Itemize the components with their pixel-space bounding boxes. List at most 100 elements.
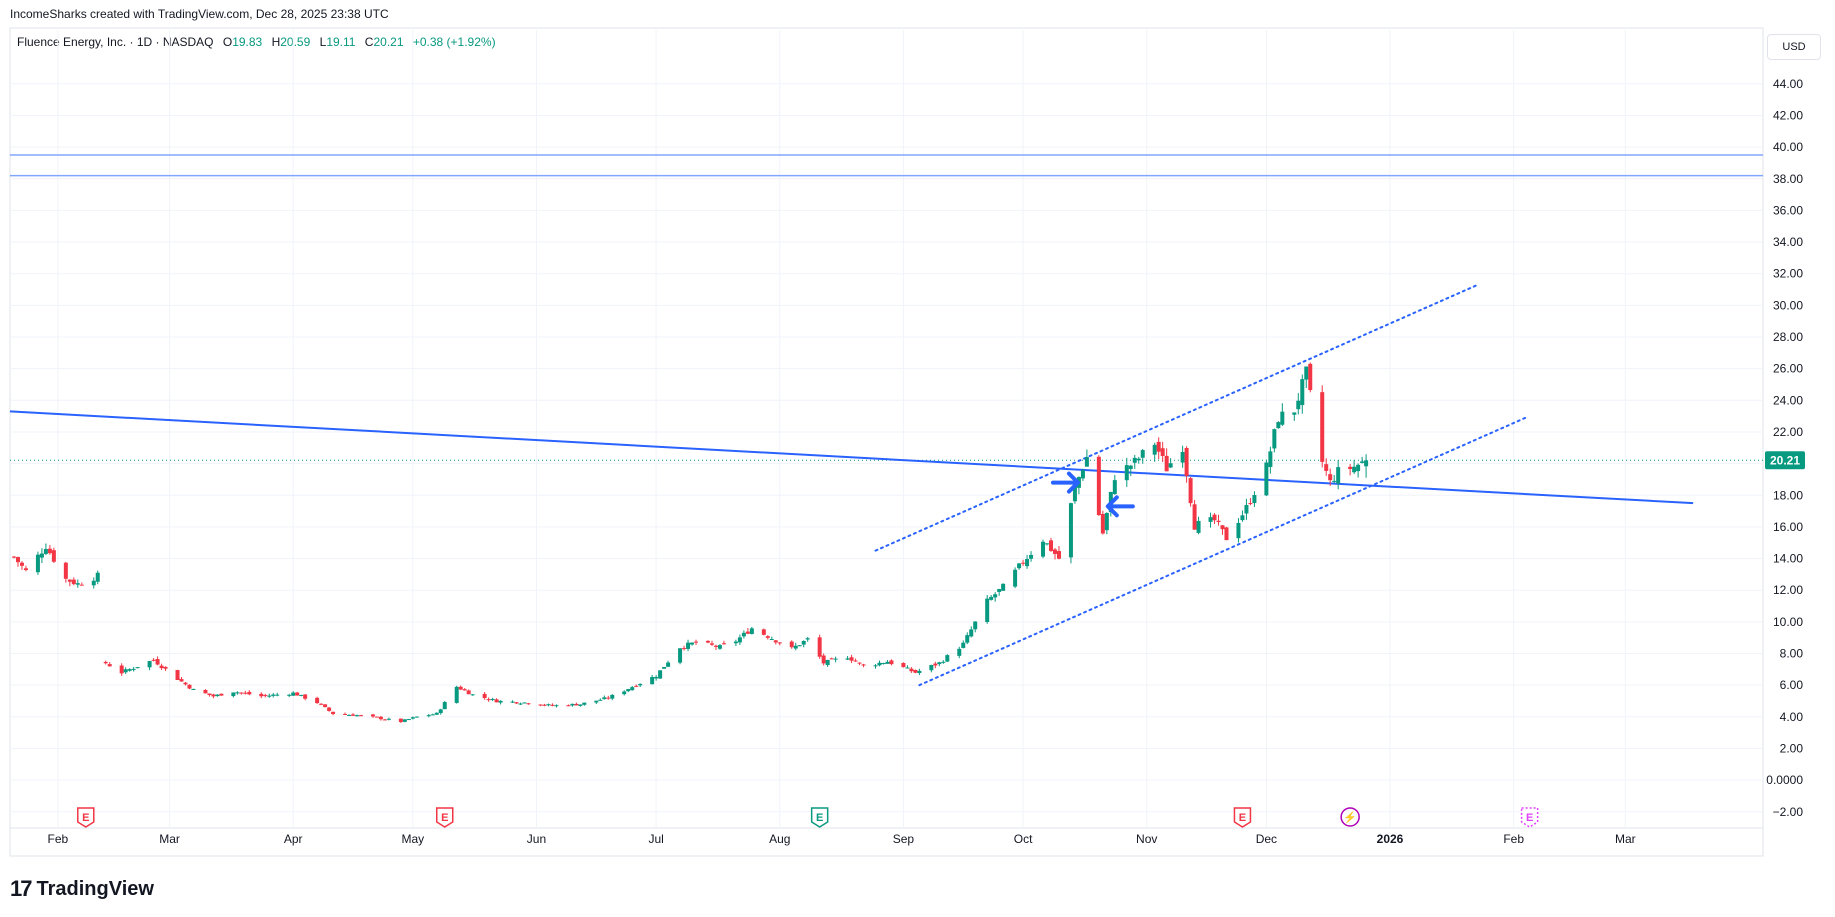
candle-body bbox=[717, 645, 722, 649]
candle-body bbox=[690, 642, 695, 645]
event-marker-split-dividend[interactable]: ⚡ bbox=[1340, 807, 1360, 827]
candle bbox=[606, 695, 611, 700]
candle-body bbox=[259, 693, 264, 697]
candle-body bbox=[131, 668, 136, 670]
candle bbox=[494, 698, 499, 703]
candle-body bbox=[737, 637, 742, 643]
price-tick-label: 22.00 bbox=[1773, 425, 1803, 439]
arrow-annotations bbox=[1050, 471, 1135, 518]
candle bbox=[191, 688, 196, 690]
candle bbox=[466, 689, 471, 695]
candle-body bbox=[777, 642, 782, 644]
candle bbox=[741, 630, 746, 639]
candle bbox=[1112, 474, 1117, 495]
candle bbox=[857, 662, 862, 666]
price-tick-label: 0.0000 bbox=[1766, 773, 1803, 787]
event-marker-earnings-future[interactable]: E bbox=[1520, 807, 1539, 828]
currency-button[interactable]: USD bbox=[1767, 34, 1821, 60]
candle bbox=[1056, 546, 1061, 560]
candle-body bbox=[15, 557, 20, 563]
price-tick-label: 42.00 bbox=[1773, 108, 1803, 122]
candle bbox=[323, 704, 328, 708]
last-price-tag-text: 20.21 bbox=[1770, 453, 1800, 467]
candle bbox=[849, 654, 854, 664]
candle bbox=[1212, 513, 1217, 525]
candle-body bbox=[1104, 512, 1109, 531]
candle-body bbox=[1332, 480, 1337, 482]
candle bbox=[518, 702, 523, 705]
candle-body bbox=[686, 642, 691, 649]
event-marker-earnings[interactable]: E bbox=[77, 807, 95, 828]
resistance-trendline bbox=[9, 410, 1694, 505]
candle bbox=[829, 657, 834, 660]
candle bbox=[47, 544, 52, 555]
event-marker-earnings[interactable]: E bbox=[1233, 807, 1252, 828]
candle-body bbox=[355, 715, 359, 717]
candle-body bbox=[1156, 441, 1161, 452]
last-price-tag: 20.21 bbox=[1765, 451, 1805, 470]
candle bbox=[458, 685, 463, 691]
candle bbox=[721, 640, 726, 645]
candle bbox=[582, 702, 587, 706]
candle-body bbox=[594, 700, 599, 703]
candle bbox=[737, 634, 742, 646]
candle bbox=[295, 691, 300, 696]
candle bbox=[1268, 446, 1273, 474]
candle-body bbox=[929, 664, 934, 671]
candle-body bbox=[91, 580, 96, 586]
candle-body bbox=[71, 579, 76, 585]
candle bbox=[1100, 510, 1105, 535]
candle bbox=[1320, 385, 1325, 468]
price-tick-label: 44.00 bbox=[1773, 77, 1803, 91]
candle bbox=[997, 588, 1002, 596]
price-tick-label: 32.00 bbox=[1773, 267, 1803, 281]
candle-body bbox=[315, 697, 320, 704]
candle-body bbox=[554, 705, 559, 707]
candle-body bbox=[151, 659, 156, 661]
price-tick-label: 4.00 bbox=[1780, 710, 1804, 724]
candle-body bbox=[1348, 466, 1353, 470]
candle-body bbox=[358, 715, 363, 717]
candle-body bbox=[845, 658, 850, 660]
candle bbox=[1240, 510, 1245, 522]
candle-body bbox=[833, 658, 838, 660]
candle-body bbox=[470, 694, 475, 696]
symbol-name[interactable]: Fluence Energy, Inc. · 1D · NASDAQ bbox=[17, 35, 214, 49]
candle-body bbox=[1304, 366, 1309, 380]
event-marker-shape bbox=[810, 807, 829, 828]
candle bbox=[351, 713, 356, 716]
candle-body bbox=[1072, 485, 1077, 502]
event-marker-earnings[interactable]: E bbox=[435, 807, 454, 828]
candle bbox=[554, 704, 559, 708]
candles bbox=[11, 362, 1369, 724]
event-marker-earnings-upcoming[interactable]: E bbox=[810, 807, 829, 828]
candle-body bbox=[1013, 569, 1018, 587]
tradingview-logo[interactable]: 17 TradingView bbox=[10, 876, 154, 902]
candle bbox=[303, 694, 308, 701]
candle bbox=[845, 655, 850, 661]
candle bbox=[1324, 458, 1329, 476]
candle bbox=[1029, 551, 1034, 562]
open-label: O bbox=[222, 35, 233, 49]
candle-body bbox=[1124, 465, 1129, 481]
candle bbox=[426, 713, 431, 718]
candle-body bbox=[135, 667, 140, 669]
candle-body bbox=[1068, 503, 1073, 558]
symbol-legend[interactable]: Fluence Energy, Inc. · 1D · NASDAQ O19.8… bbox=[17, 35, 496, 49]
candle-body bbox=[538, 704, 543, 706]
candle bbox=[1332, 475, 1337, 484]
candle-body bbox=[1140, 450, 1145, 458]
candle-body bbox=[498, 700, 503, 703]
candle-body bbox=[370, 714, 375, 717]
candle bbox=[526, 702, 531, 705]
candle bbox=[259, 692, 264, 699]
candle-body bbox=[327, 707, 332, 711]
candle-body bbox=[1320, 392, 1325, 462]
channel-line bbox=[874, 283, 1479, 552]
chart-credit: IncomeSharks created with TradingView.co… bbox=[10, 7, 389, 21]
candle-body bbox=[630, 687, 635, 691]
candle bbox=[386, 717, 391, 721]
arrow-right bbox=[1050, 471, 1080, 494]
candle-body bbox=[1041, 541, 1046, 557]
